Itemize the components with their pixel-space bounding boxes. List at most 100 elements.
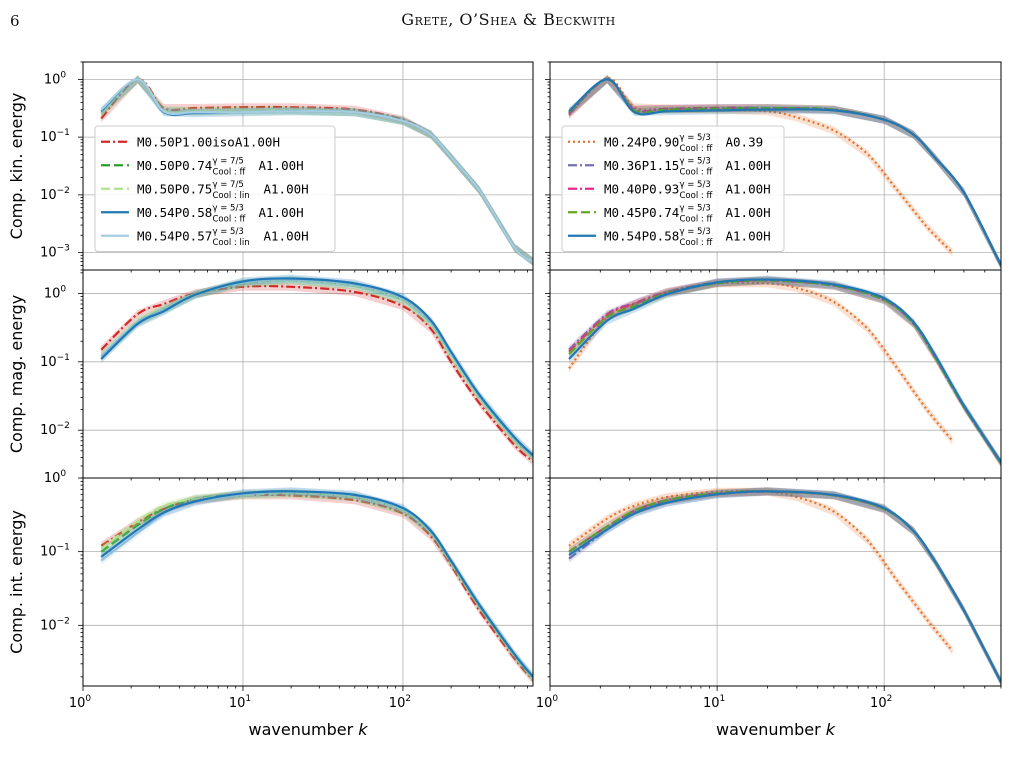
y-tick-label: 10−1: [40, 128, 70, 145]
series-line-orange: [568, 281, 954, 442]
legend-entry-sub: Cool : ff: [213, 167, 247, 177]
series-band: [569, 487, 1001, 686]
legend-entry-post: A0.39: [726, 134, 764, 149]
y-axis-label: Comp. int. energy: [7, 510, 26, 654]
series-group: [568, 74, 1001, 270]
legend-entry-sup: γ = 5/3: [680, 203, 711, 213]
legend-entry-post: A1.00H: [726, 181, 771, 196]
page-header: 6 Grete, O’Shea & Beckwith: [0, 0, 1017, 40]
panel-right-middle: [545, 269, 1002, 483]
y-tick-label: 100: [44, 284, 67, 301]
y-tick-label: 10−1: [40, 353, 70, 370]
panel-left-bottom: 10−2 10−1 100 100 101 102 Comp. int. energy wav…: [7, 469, 534, 739]
series-line-lightblue: [100, 78, 533, 263]
legend-entry-sup: γ = 7/5: [213, 156, 244, 166]
legend-entry-sup: γ = 5/3: [680, 156, 711, 166]
legend-entry-sub: Cool : ff: [680, 238, 714, 248]
running-head-authors: Grete, O’Shea & Beckwith: [401, 10, 616, 29]
legend-entry-sub: Cool : ff: [213, 214, 247, 224]
legend-entry-post: A1.00H: [726, 158, 771, 173]
x-axis-label: wavenumber k: [716, 720, 836, 739]
series-line-magenta: [568, 279, 1001, 464]
series-line-magenta: [568, 490, 1001, 683]
legend-entry-post: A1.00H: [259, 205, 304, 220]
legend-entry: M0.36P1.15: [604, 158, 679, 173]
legend-entry: M0.24P0.90: [604, 134, 679, 149]
y-tick-label: 10−3: [40, 244, 70, 261]
legend-entry: M0.54P0.58: [604, 228, 679, 243]
series-band: [101, 75, 533, 266]
legend-entry-post: A1.00H: [726, 228, 771, 243]
legend-entry: M0.45P0.74: [604, 205, 679, 220]
series-line-blue: [100, 277, 533, 457]
y-tick-label: 10−2: [40, 616, 70, 633]
x-tick-label: 100: [69, 694, 92, 711]
ticks: 100 101 102: [536, 477, 1002, 711]
page-number: 6: [10, 12, 20, 30]
x-tick-label: 101: [703, 694, 725, 711]
panel-right-bottom: 100 101 102 wavenumber k: [536, 477, 1002, 739]
legend-entry-post: A1.00H: [259, 158, 304, 173]
series-band: [101, 75, 533, 266]
series-line-olive: [568, 490, 1001, 683]
ticks: 10−2 10−1 100 100 101 102: [40, 469, 528, 711]
legend-entry-sub: Cool : ff: [680, 214, 714, 224]
series-line-red: [100, 284, 533, 463]
x-tick-label: 102: [389, 694, 411, 711]
legend-entry-sup: γ = 5/3: [680, 180, 711, 190]
legend-entry-sup: γ = 5/3: [213, 227, 244, 237]
y-tick-label: 10−1: [40, 543, 70, 560]
series-line-orange: [568, 77, 954, 254]
legend-entry-sup: γ = 7/5: [213, 180, 244, 190]
legend-entry: M0.50P1.00isoA1.00H: [137, 134, 280, 149]
grid: [549, 270, 1001, 478]
legend-entry: M0.50P0.74: [137, 158, 212, 173]
legend-entry-sub: Cool : lin: [213, 191, 250, 201]
grid: [82, 270, 533, 478]
x-tick-label: 101: [229, 694, 251, 711]
legend-entry-sup: γ = 5/3: [680, 227, 711, 237]
series-band: [101, 75, 533, 266]
legend-entry: M0.54P0.58: [137, 205, 212, 220]
series-band: [101, 75, 533, 266]
legend-entry: M0.54P0.57: [137, 228, 212, 243]
series-line-purple: [568, 490, 1001, 683]
legend-box: [94, 125, 336, 252]
y-axis-label: Comp. mag. energy: [7, 295, 26, 453]
axes-frame: [549, 269, 1002, 479]
panel-left-top: 10−3 10−2 10−1 100 Comp. kin. energy M0.50P1.…: [7, 61, 534, 275]
legend-entry-sub: Cool : ff: [680, 144, 714, 154]
x-axis-label: wavenumber k: [249, 720, 369, 739]
legend-entry-sub: Cool : lin: [213, 238, 250, 248]
series-group: [568, 487, 1001, 686]
axes-frame: [82, 477, 534, 687]
series-group: [568, 275, 1001, 468]
legend-entry: M0.50P0.75: [137, 181, 212, 196]
legend-entry-sub: Cool : ff: [680, 191, 714, 201]
axes-frame: [549, 477, 1002, 687]
series-line-orange: [568, 490, 954, 652]
x-tick-label: 102: [870, 694, 892, 711]
series-line-blue: [568, 278, 1001, 463]
series-line-blue: [568, 78, 1001, 266]
legend-entry-post: A1.00H: [726, 205, 771, 220]
series-line-red: [100, 78, 533, 263]
series-line-blue: [100, 490, 533, 678]
series-band: [569, 279, 953, 445]
grid: [549, 477, 1001, 686]
legend-entry-sup: γ = 5/3: [213, 203, 244, 213]
y-tick-label: 100: [44, 70, 67, 87]
series-group: [100, 274, 533, 466]
ticks: [545, 272, 1002, 483]
panel-left-middle: 10−2 10−1 100 Comp. mag. energy: [7, 269, 534, 483]
series-group: [100, 75, 533, 266]
legend-entry-sub: Cool : ff: [680, 167, 714, 177]
legend-entry-sup: γ = 5/3: [680, 133, 711, 143]
series-band: [101, 276, 533, 462]
legend-entry-post: A1.00H: [264, 181, 309, 196]
legend-entry-post: A1.00H: [264, 228, 309, 243]
